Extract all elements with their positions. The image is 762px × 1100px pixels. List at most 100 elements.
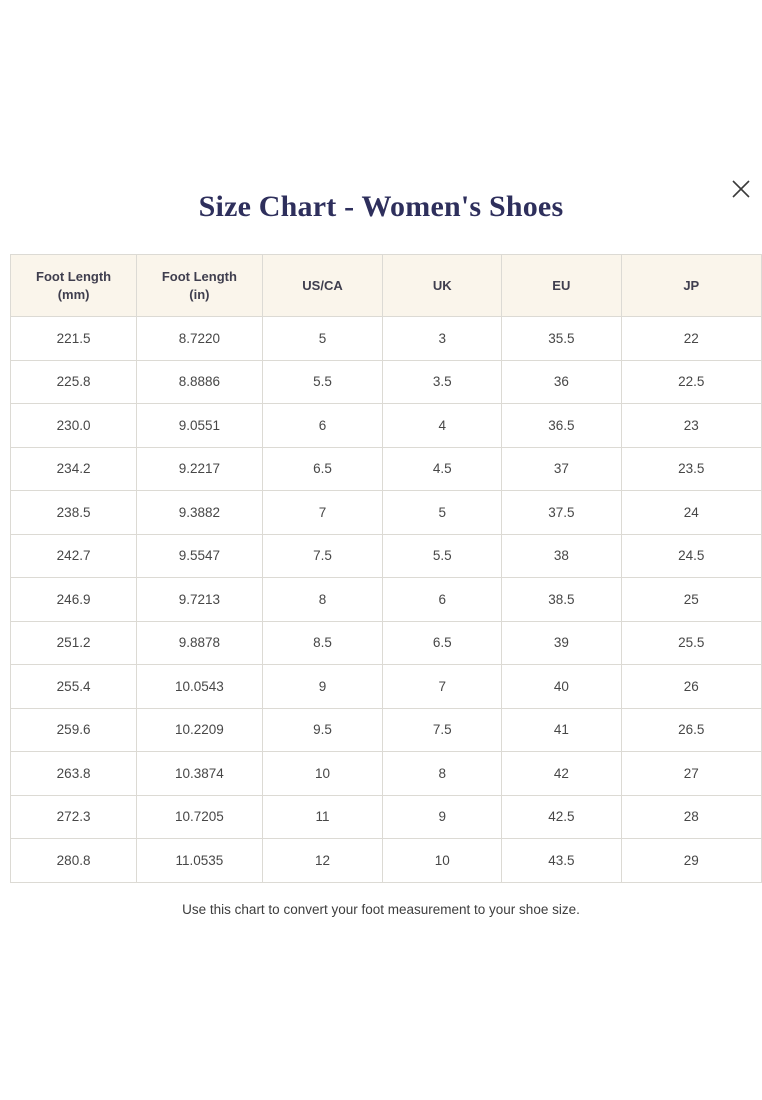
table-cell: 24	[620, 490, 762, 535]
table-cell: 25.5	[620, 620, 762, 665]
table-cell: 242.7	[9, 533, 138, 578]
table-row: 272.3 10.7205 11 9 42.5 28	[9, 794, 762, 839]
table-cell: 263.8	[9, 751, 138, 796]
table-cell: 10	[261, 751, 384, 796]
table-cell: 234.2	[9, 446, 138, 491]
table-cell: 259.6	[9, 707, 138, 752]
table-cell: 238.5	[9, 490, 138, 535]
table-cell: 40	[501, 664, 622, 709]
table-cell: 221.5	[9, 316, 138, 361]
table-row: 225.8 8.8886 5.5 3.5 36 22.5	[9, 359, 762, 404]
table-cell: 9.3882	[136, 490, 263, 535]
table-cell: 251.2	[9, 620, 138, 665]
table-row: 242.7 9.5547 7.5 5.5 38 24.5	[9, 533, 762, 578]
table-cell: 10.7205	[136, 794, 263, 839]
table-cell: 8	[261, 577, 384, 622]
table-cell: 11.0535	[136, 838, 263, 883]
table-cell: 8.5	[261, 620, 384, 665]
table-cell: 26.5	[620, 707, 762, 752]
table-cell: 4.5	[382, 446, 503, 491]
footnote: Use this chart to convert your foot meas…	[182, 901, 580, 917]
table-row: 280.8 11.0535 12 10 43.5 29	[9, 838, 762, 883]
table-header-cell: UK	[382, 254, 503, 317]
table-cell: 36	[501, 359, 622, 404]
table-cell: 9.8878	[136, 620, 263, 665]
table-row: 255.4 10.0543 9 7 40 26	[9, 664, 762, 709]
table-header-cell: EU	[501, 254, 622, 317]
table-row: 238.5 9.3882 7 5 37.5 24	[9, 490, 762, 535]
table-header-cell: US/CA	[261, 254, 384, 317]
table-cell: 6.5	[382, 620, 503, 665]
table-cell: 9.5	[261, 707, 384, 752]
table-cell: 35.5	[501, 316, 622, 361]
table-cell: 9.7213	[136, 577, 263, 622]
table-cell: 8	[382, 751, 503, 796]
table-row: 263.8 10.3874 10 8 42 27	[9, 751, 762, 796]
table-cell: 5	[261, 316, 384, 361]
table-cell: 8.8886	[136, 359, 263, 404]
page-title: Size Chart - Women's Shoes	[198, 190, 564, 223]
close-button[interactable]	[728, 176, 754, 202]
table-cell: 225.8	[9, 359, 138, 404]
table-cell: 5.5	[261, 359, 384, 404]
table-cell: 28	[620, 794, 762, 839]
table-cell: 3	[382, 316, 503, 361]
table-cell: 22	[620, 316, 762, 361]
table-cell: 9	[382, 794, 503, 839]
table-cell: 29	[620, 838, 762, 883]
table-cell: 41	[501, 707, 622, 752]
table-cell: 9.0551	[136, 403, 263, 448]
table-cell: 7.5	[261, 533, 384, 578]
table-cell: 36.5	[501, 403, 622, 448]
table-header-cell: Foot Length (mm)	[9, 254, 138, 317]
table-cell: 246.9	[9, 577, 138, 622]
close-icon	[731, 179, 751, 199]
table-row: 246.9 9.7213 8 6 38.5 25	[9, 577, 762, 622]
table-row: 251.2 9.8878 8.5 6.5 39 25.5	[9, 620, 762, 665]
table-cell: 43.5	[501, 838, 622, 883]
table-cell: 23	[620, 403, 762, 448]
table-cell: 42	[501, 751, 622, 796]
table-cell: 37.5	[501, 490, 622, 535]
table-cell: 42.5	[501, 794, 622, 839]
table-cell: 10.0543	[136, 664, 263, 709]
table-row: 230.0 9.0551 6 4 36.5 23	[9, 403, 762, 448]
table-cell: 3.5	[382, 359, 503, 404]
table-cell: 5	[382, 490, 503, 535]
table-row: 221.5 8.7220 5 3 35.5 22	[9, 316, 762, 361]
table-cell: 26	[620, 664, 762, 709]
table-cell: 9.5547	[136, 533, 263, 578]
table-cell: 39	[501, 620, 622, 665]
table-cell: 10	[382, 838, 503, 883]
table-cell: 7.5	[382, 707, 503, 752]
table-row: 234.2 9.2217 6.5 4.5 37 23.5	[9, 446, 762, 491]
table-cell: 7	[382, 664, 503, 709]
table-cell: 7	[261, 490, 384, 535]
table-cell: 6	[261, 403, 384, 448]
table-cell: 6	[382, 577, 503, 622]
table-cell: 11	[261, 794, 384, 839]
table-body: 221.5 8.7220 5 3 35.5 22 225.8 8.8886 5.5 3.5 36 22…	[9, 316, 762, 883]
size-chart-table: Foot Length (mm) Foot Length (in) US/CA UK E…	[9, 254, 762, 883]
table-cell: 25	[620, 577, 762, 622]
table-cell: 37	[501, 446, 622, 491]
table-cell: 12	[261, 838, 384, 883]
table-cell: 272.3	[9, 794, 138, 839]
table-cell: 24.5	[620, 533, 762, 578]
table-cell: 9	[261, 664, 384, 709]
table-header-cell: Foot Length (in)	[136, 254, 263, 317]
table-header-row: Foot Length (mm) Foot Length (in) US/CA UK E…	[9, 254, 762, 317]
table-cell: 230.0	[9, 403, 138, 448]
table-cell: 5.5	[382, 533, 503, 578]
table-cell: 6.5	[261, 446, 384, 491]
table-cell: 23.5	[620, 446, 762, 491]
table-cell: 9.2217	[136, 446, 263, 491]
table-cell: 27	[620, 751, 762, 796]
table-cell: 38.5	[501, 577, 622, 622]
table-cell: 10.3874	[136, 751, 263, 796]
table-cell: 255.4	[9, 664, 138, 709]
table-cell: 38	[501, 533, 622, 578]
table-cell: 10.2209	[136, 707, 263, 752]
table-cell: 280.8	[9, 838, 138, 883]
